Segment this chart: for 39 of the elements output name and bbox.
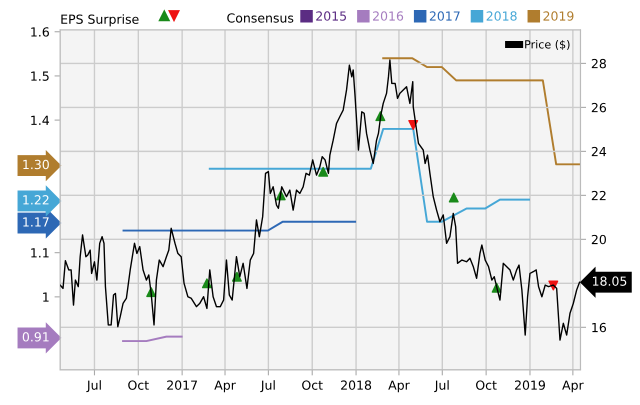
y-tick-label: 1.4	[31, 116, 50, 125]
data-label: 18.05	[592, 276, 626, 286]
legend-label: 2018	[486, 11, 517, 21]
y2-tick-label: 20	[592, 234, 606, 244]
x-tick-label: Apr	[562, 380, 584, 392]
x-tick-label: Apr	[214, 380, 236, 392]
x-tick-label: Jul	[86, 380, 101, 392]
y-tick-label: 1.22	[23, 195, 48, 204]
y2-tick-label: 26	[592, 102, 606, 112]
legend-label: 2015	[316, 11, 346, 21]
line-series	[382, 57, 580, 166]
legend-label: 2017	[430, 11, 460, 21]
y2-tick-label: 24	[592, 146, 606, 156]
legend-title: Consensus	[227, 13, 294, 23]
y-tick-label: 1	[43, 292, 49, 302]
y-tick-label: 1.17	[23, 217, 49, 226]
x-tick-label: Jul	[434, 380, 449, 392]
x-tick-label: Oct	[302, 380, 323, 390]
x-tick-label: 2017	[167, 380, 197, 390]
y-tick-label: 0.91	[22, 332, 49, 342]
point	[318, 166, 328, 177]
legend-label: Price ($)	[525, 40, 570, 50]
y2-tick-label: 28	[592, 58, 606, 68]
x-tick-label: Apr	[388, 380, 410, 392]
y-tick-label: 1.1	[31, 248, 49, 258]
x-tick-label: Jul	[260, 380, 275, 392]
y-tick-label: 1.6	[31, 27, 49, 37]
x-tick-label: Oct	[476, 380, 497, 390]
point	[448, 192, 459, 203]
text: EPS Surprise	[61, 14, 139, 26]
x-tick-label: 2019	[514, 380, 545, 390]
y-tick-label: 1.30	[23, 160, 49, 170]
legend-label: 2016	[373, 11, 404, 21]
y2-tick-label: 16	[592, 322, 606, 332]
x-tick-label: Oct	[128, 380, 149, 390]
x-tick-label: 2018	[341, 380, 372, 390]
y-tick-label: 1.5	[31, 72, 49, 81]
legend-label: 2019	[543, 11, 574, 21]
y2-tick-label: 22	[592, 190, 606, 200]
